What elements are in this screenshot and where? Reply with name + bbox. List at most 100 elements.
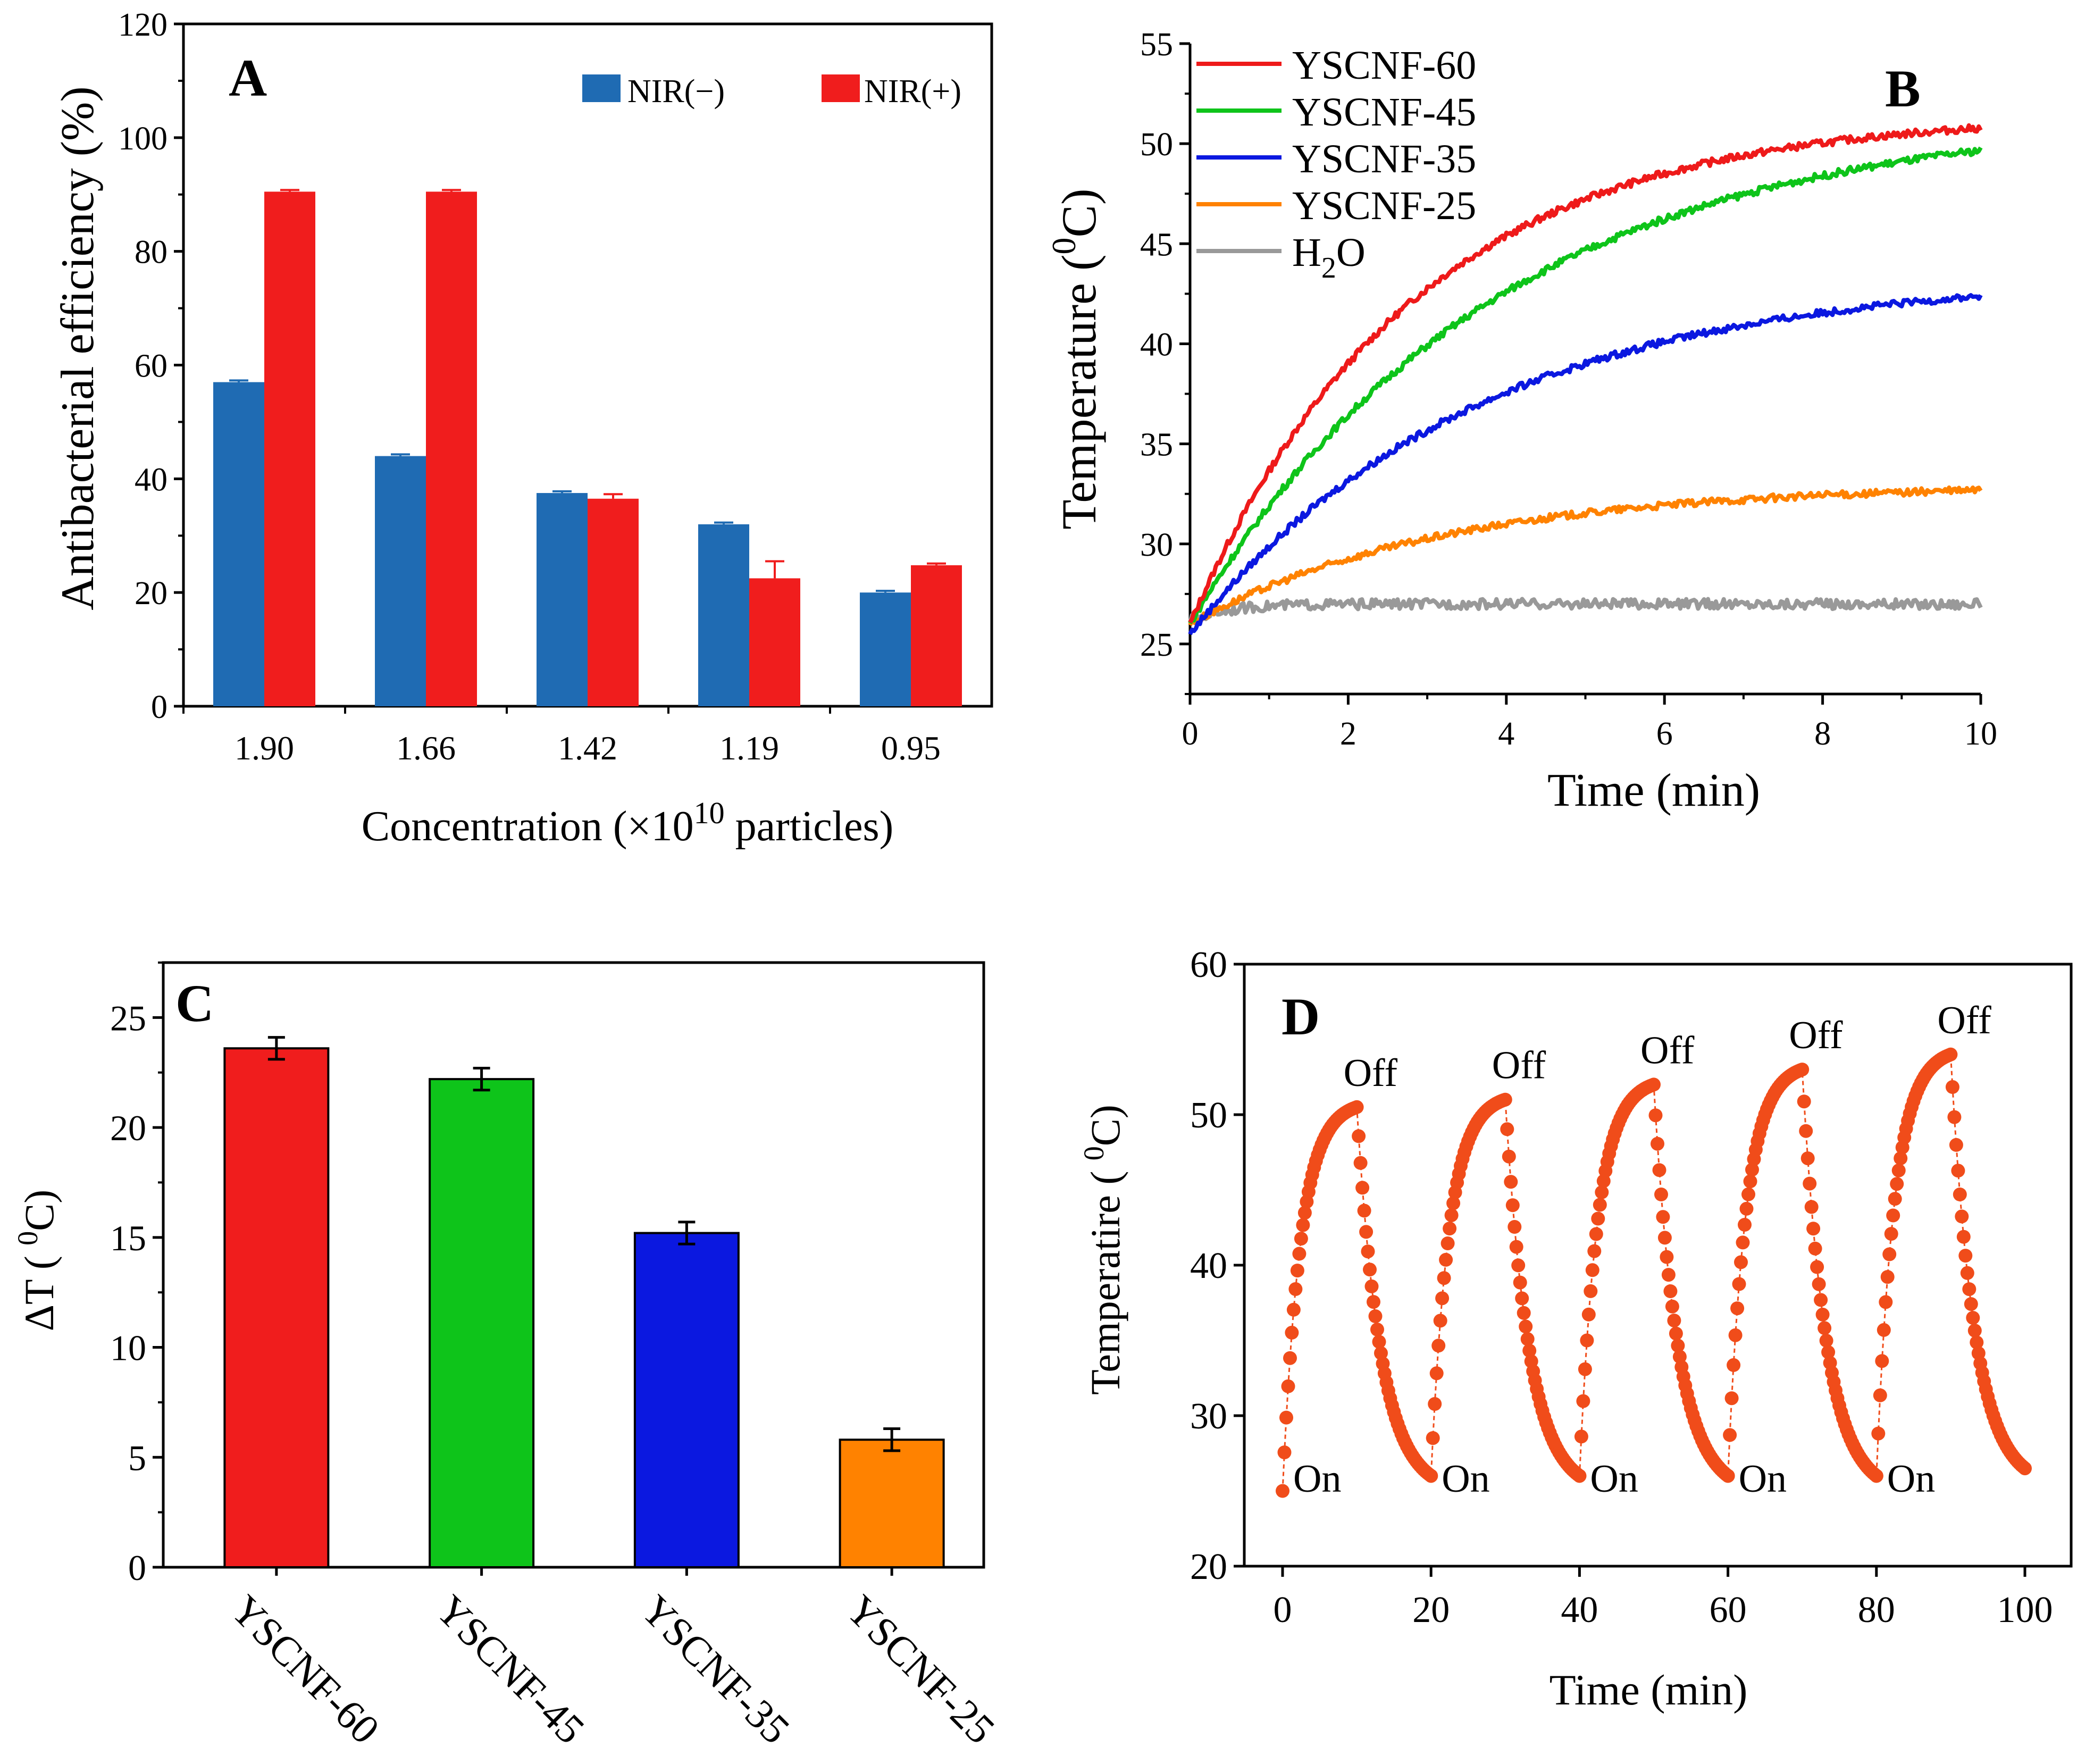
panel-d-point: [1283, 1351, 1297, 1365]
panel-a-xlabel-main: Concentration (×10: [362, 803, 694, 850]
panel-d-point: [1808, 1241, 1822, 1256]
panel-d-xtick-label: 100: [1997, 1590, 2053, 1631]
panel-a-ytick-label: 0: [151, 689, 168, 725]
panel-d-on-label: On: [1442, 1457, 1489, 1501]
panel-d-point: [1500, 1122, 1514, 1136]
panel-d-point: [1584, 1284, 1598, 1298]
panel-d-point: [1955, 1209, 1969, 1224]
panel-b-xtick-label: 0: [1182, 716, 1199, 752]
panel-b-xtick-label: 10: [1964, 716, 1997, 752]
panel-d-point: [1372, 1335, 1386, 1349]
panel-d-point: [1739, 1201, 1754, 1216]
panel-a-bar-nir-minus: [375, 456, 426, 706]
panel-b-xtick-label: 8: [1814, 716, 1831, 752]
panel-d-point: [1814, 1293, 1828, 1307]
panel-d-point: [1509, 1240, 1523, 1254]
panel-a-bar-nir-plus: [588, 498, 639, 706]
panel-d-point: [1732, 1277, 1746, 1291]
panel-d-point: [1513, 1275, 1527, 1290]
panel-a-bar-nir-minus: [698, 524, 749, 706]
panel-d-point: [1352, 1129, 1366, 1143]
panel-d-point: [1444, 1208, 1459, 1223]
panel-c-bar: [429, 1078, 535, 1568]
panel-d-point: [1821, 1345, 1836, 1359]
panel-a-ytick-label: 100: [118, 121, 168, 157]
panel-d-point: [1285, 1325, 1299, 1340]
panel-b-series-line: [1188, 597, 1983, 624]
panel-d-point: [1661, 1268, 1676, 1282]
panel-d-point: [1727, 1358, 1741, 1372]
panel-d-point: [1958, 1249, 1973, 1263]
panel-d-point: [1435, 1291, 1450, 1306]
panel-a-bar-nir-plus: [911, 565, 962, 706]
legend-label-nir-minus: NIR(−): [627, 73, 725, 110]
panel-d-off-label: Off: [1640, 1029, 1695, 1072]
panel-d-point: [1374, 1346, 1388, 1360]
panel-d-point: [1504, 1175, 1518, 1189]
panel-c-bar: [839, 1439, 945, 1568]
panel-d-point: [1279, 1410, 1293, 1425]
panel-d-ylabel-sup: 0: [1078, 1146, 1110, 1160]
panel-d-point: [1891, 1163, 1906, 1177]
panel-d-point: [1730, 1301, 1745, 1316]
panel-d-point: [1277, 1445, 1292, 1459]
panel-d-point: [1363, 1263, 1377, 1277]
panel-d-point: [1288, 1282, 1303, 1296]
legend-swatch-nir-minus: [582, 74, 621, 102]
panel-c-ylabel-sup: 0: [12, 1231, 44, 1245]
panel-d-point: [1440, 1236, 1455, 1250]
panel-c-ytick-label: 10: [110, 1328, 146, 1368]
panel-d-point: [1869, 1469, 1883, 1483]
panel-b-ytick-label: 40: [1140, 327, 1173, 363]
panel-d-point: [1651, 1136, 1664, 1151]
panel-d-ylabel-main: Temperatire (: [1082, 1160, 1128, 1395]
panel-d-xtick-label: 20: [1412, 1590, 1450, 1631]
panel-b-legend-label: YSCNF-35: [1292, 137, 1476, 181]
panel-b-legend-label-tail: O: [1336, 230, 1366, 275]
panel-d-point: [1276, 1484, 1289, 1498]
panel-d-letter: D: [1282, 987, 1320, 1046]
panel-b-series-line: [1188, 485, 1983, 626]
panel-d-point: [1966, 1311, 1980, 1325]
panel-c-ytick-label: 5: [128, 1437, 146, 1478]
panel-d-xtick-label: 40: [1561, 1590, 1598, 1631]
panel-d-point: [1572, 1469, 1587, 1483]
panel-d-point: [1587, 1244, 1602, 1258]
panel-d-point: [1665, 1299, 1679, 1314]
panel-a-letter: A: [229, 48, 267, 107]
panel-d-point: [1578, 1362, 1592, 1376]
panel-b-xtick-label: 6: [1656, 716, 1673, 752]
panel-d-point: [1585, 1263, 1599, 1277]
panel-b-series-line: [1188, 293, 1983, 636]
panel-d-point: [1960, 1266, 1974, 1280]
panel-c-xtick-label: YSCNF-60: [222, 1586, 389, 1753]
panel-d-point: [1723, 1428, 1737, 1442]
panel-d-point: [1357, 1203, 1371, 1218]
panel-d-xtick-label: 0: [1274, 1590, 1292, 1631]
panel-b-xlabel: Time (min): [1547, 765, 1760, 816]
panel-d-point: [1443, 1222, 1457, 1236]
panel-b-ytick-label: 55: [1140, 27, 1173, 63]
panel-a-xtick-label: 1.66: [396, 729, 456, 767]
panel-d-point: [1657, 1231, 1672, 1245]
panel-d-point: [1370, 1323, 1384, 1336]
panel-b-legend-label-main: H: [1292, 230, 1321, 275]
panel-d-point: [1292, 1247, 1306, 1261]
panel-d-point: [1428, 1397, 1442, 1411]
panel-d-off-label: Off: [1344, 1051, 1398, 1095]
panel-d-off-label: Off: [1492, 1044, 1546, 1088]
panel-d-ytick-label: 60: [1190, 944, 1227, 985]
panel-d-xlabel: Time (min): [1550, 1666, 1748, 1714]
panel-b-ytick-label: 25: [1140, 627, 1173, 663]
panel-d-point: [1724, 1391, 1739, 1406]
panel-a-bar-nir-minus: [213, 382, 264, 706]
panel-d-on-label: On: [1887, 1457, 1935, 1501]
panel-a-xtick-label: 1.42: [558, 729, 617, 767]
panel-d-point: [1359, 1225, 1374, 1239]
panel-d-point: [1967, 1324, 1982, 1337]
panel-a-bar-nir-plus: [426, 191, 477, 706]
panel-d-point: [1656, 1210, 1670, 1224]
panel-d-point: [1519, 1319, 1533, 1334]
panel-d-point: [1281, 1379, 1295, 1393]
